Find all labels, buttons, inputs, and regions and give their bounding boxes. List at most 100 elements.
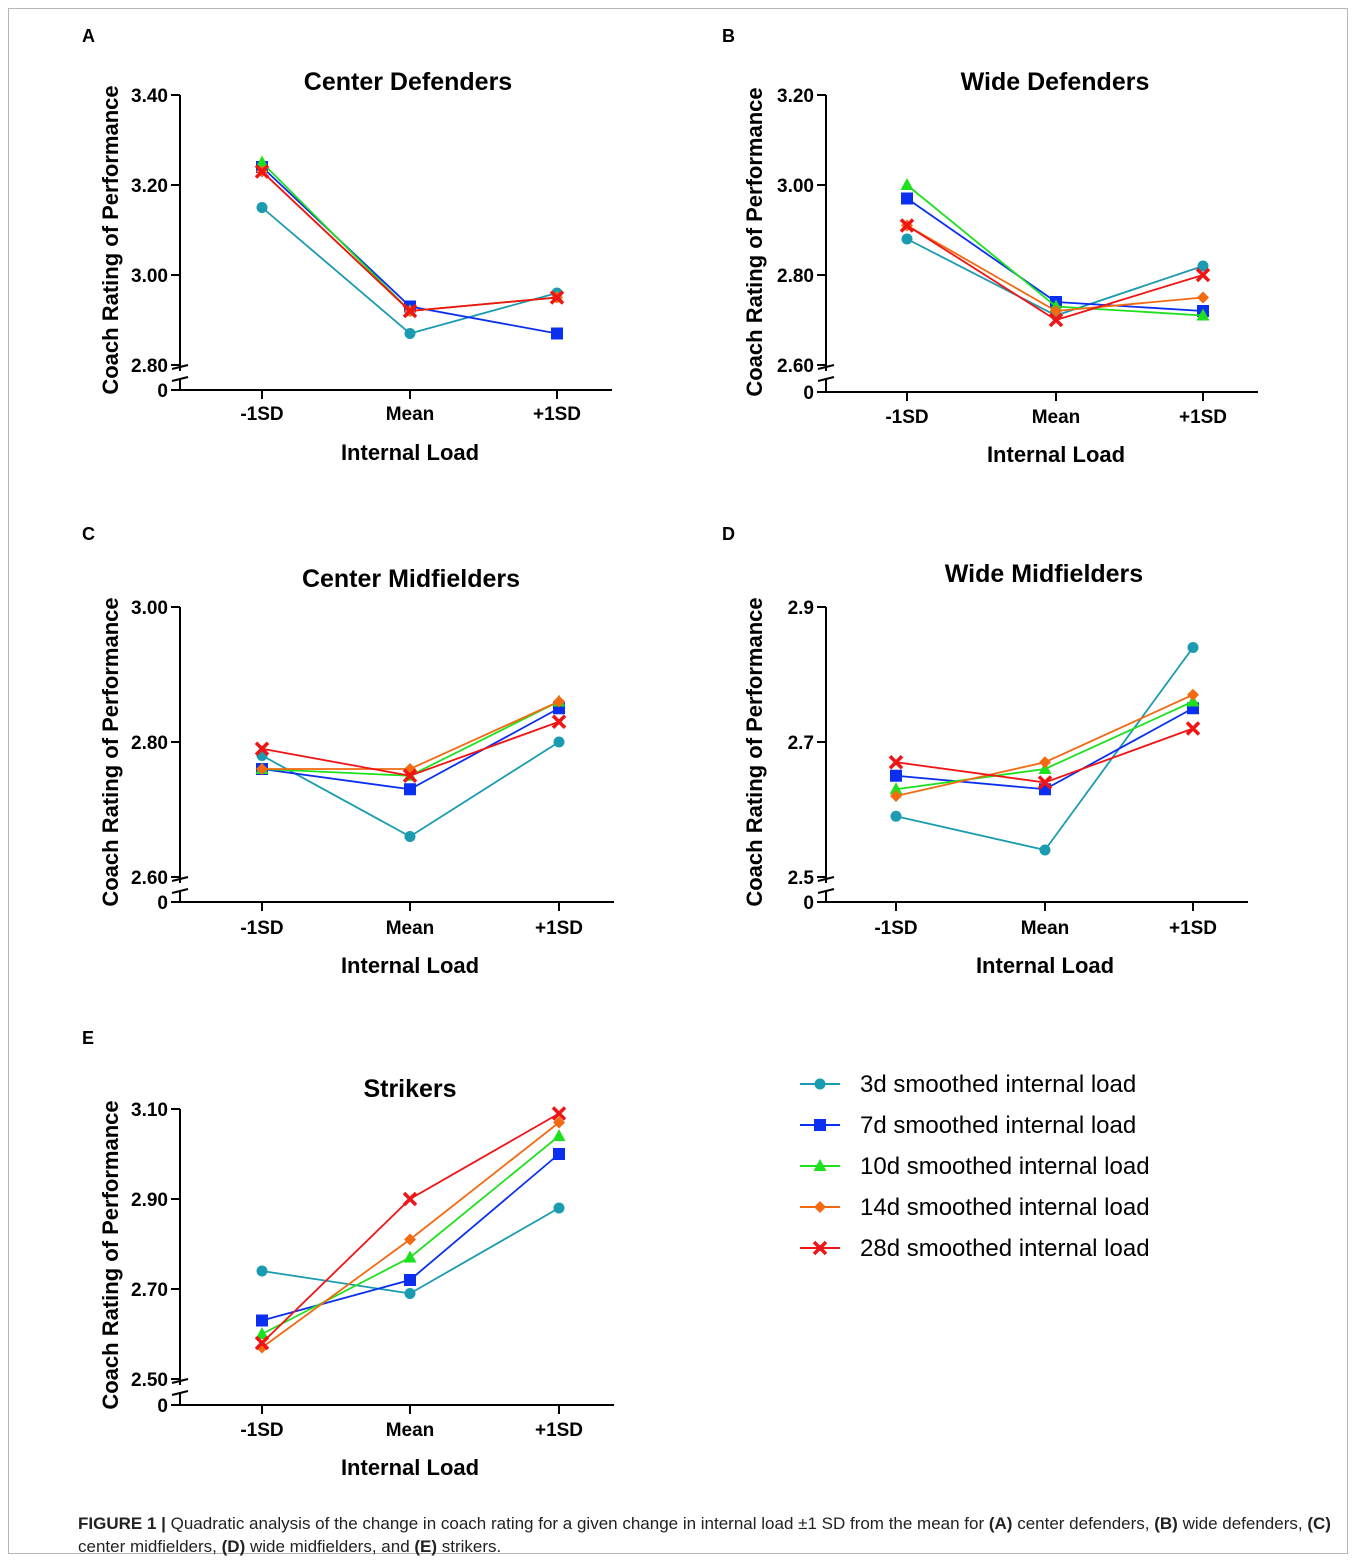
legend-marker	[814, 1078, 826, 1090]
x-tick-label: +1SD	[535, 1420, 583, 1441]
y-tick-label: 2.60	[777, 356, 814, 377]
data-point	[889, 782, 903, 795]
data-point	[552, 1129, 566, 1141]
y-axis-label: Coach Rating of Performance	[98, 597, 123, 906]
data-point	[254, 741, 270, 756]
data-point	[553, 695, 565, 708]
data-point	[404, 328, 416, 339]
y-axis-label: Coach Rating of Performance	[98, 85, 123, 394]
y-tick-label: 3.20	[777, 86, 814, 107]
series-x	[899, 218, 1211, 328]
data-point	[1039, 756, 1051, 769]
data-point	[553, 1202, 565, 1214]
data-point	[1050, 305, 1062, 317]
legend-marker	[812, 1240, 828, 1256]
panel-label: D	[722, 524, 735, 544]
data-point	[404, 1274, 416, 1286]
x-axis-label: Internal Load	[987, 442, 1125, 467]
chart-title: Wide Midfielders	[945, 560, 1143, 588]
caption-part: (B)	[1154, 1514, 1178, 1533]
data-point	[888, 755, 904, 770]
x-axis-label: Internal Load	[976, 953, 1114, 978]
legend-item: 3d smoothed internal load	[800, 1071, 1136, 1098]
series-circle	[890, 642, 1199, 856]
chart-title: Strikers	[363, 1075, 456, 1103]
y-axis-label: Coach Rating of Performance	[742, 597, 767, 906]
x-tick-label: Mean	[386, 404, 435, 425]
data-point	[551, 1106, 567, 1121]
legend-item: 14d smoothed internal load	[800, 1194, 1150, 1221]
y-tick-label-zero: 0	[157, 381, 168, 402]
series-line	[261, 170, 558, 312]
y-tick-label-zero: 0	[803, 893, 814, 914]
caption-part: strikers.	[437, 1537, 502, 1556]
series-diamond	[256, 1116, 565, 1354]
chart-panel-a: A Center Defenders Coach Rating of Perform…	[82, 26, 612, 465]
x-tick-label: +1SD	[533, 404, 581, 425]
data-point	[402, 303, 418, 319]
figure-canvas: A Center Defenders Coach Rating of Perform…	[82, 26, 1258, 1480]
series-line	[906, 197, 1204, 312]
caption-part: (E)	[414, 1537, 438, 1556]
data-point	[899, 218, 915, 233]
data-point	[553, 1148, 565, 1160]
data-point	[1187, 642, 1199, 653]
x-tick-label: +1SD	[1169, 918, 1217, 939]
legend-label: 28d smoothed internal load	[860, 1235, 1150, 1262]
y-tick-label: 3.00	[777, 176, 814, 197]
chart-title: Center Defenders	[304, 68, 512, 96]
data-point	[402, 1191, 418, 1207]
y-tick-label-zero: 0	[157, 893, 168, 914]
y-tick-label: 2.7	[788, 733, 814, 754]
legend-marker	[814, 1201, 826, 1213]
figure-caption: FIGURE 1 | Quadratic analysis of the cha…	[78, 1512, 1338, 1558]
series-diamond	[890, 688, 1199, 802]
panel-label: C	[82, 524, 95, 544]
data-point	[404, 1288, 416, 1299]
data-point	[1195, 267, 1211, 283]
y-axis-label: Coach Rating of Performance	[742, 87, 767, 396]
x-tick-label: -1SD	[885, 407, 928, 428]
y-axis	[817, 607, 835, 902]
legend-item: 28d smoothed internal load	[800, 1235, 1150, 1262]
figure-frame	[8, 8, 1348, 1554]
chart-panel-c: C Center Midfielders Coach Rating of Perfo…	[82, 524, 614, 978]
y-tick-label: 2.80	[131, 356, 168, 377]
y-axis	[171, 607, 189, 902]
x-axis-label: Internal Load	[341, 440, 479, 465]
x-tick-label: -1SD	[240, 1420, 283, 1441]
x-tick-label: +1SD	[1179, 407, 1227, 428]
caption-part: center midfielders,	[78, 1537, 222, 1556]
y-tick-label: 3.40	[131, 86, 168, 107]
panel-label: A	[82, 26, 95, 46]
y-tick-label: 2.60	[131, 868, 168, 889]
series-square	[901, 192, 1209, 317]
caption-part: center defenders,	[1012, 1514, 1155, 1533]
data-point	[256, 202, 268, 213]
y-tick-label: 2.80	[131, 733, 168, 754]
data-point	[1197, 291, 1209, 304]
x-axis-label: Internal Load	[341, 953, 479, 978]
series-line	[895, 707, 1194, 791]
legend-marker	[814, 1119, 826, 1131]
data-point	[254, 164, 270, 179]
data-point	[1196, 308, 1210, 321]
data-point	[551, 714, 567, 729]
data-point	[1037, 775, 1053, 790]
series-diamond	[256, 695, 565, 775]
x-tick-label: -1SD	[240, 918, 283, 939]
y-tick-label: 2.80	[777, 266, 814, 287]
x-tick-label: -1SD	[240, 404, 283, 425]
data-point	[1197, 260, 1209, 272]
data-point	[256, 1265, 268, 1277]
x-tick-label: Mean	[386, 918, 435, 939]
data-point	[256, 763, 268, 775]
y-axis	[171, 95, 189, 390]
y-axis	[171, 1109, 189, 1405]
panel-label: B	[722, 26, 735, 46]
data-point	[402, 768, 418, 783]
data-point	[901, 192, 913, 205]
series-x	[254, 1106, 567, 1351]
caption-part: (D)	[221, 1537, 246, 1556]
legend-item: 7d smoothed internal load	[800, 1112, 1136, 1139]
